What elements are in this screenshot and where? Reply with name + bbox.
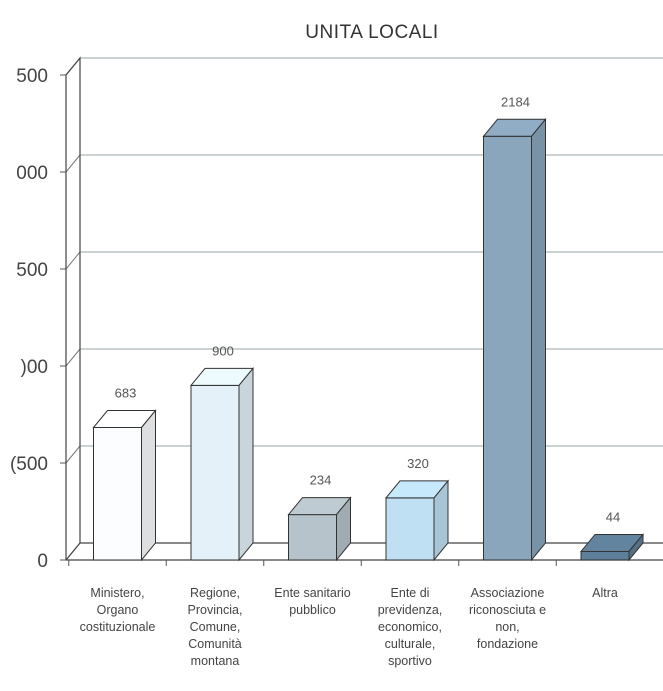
x-tick-label: Ente sanitario (274, 586, 350, 600)
chart-axes (60, 56, 663, 566)
x-tick-label: Provincia, (188, 603, 243, 617)
x-tick-label: pubblico (289, 603, 336, 617)
bar-side (336, 496, 351, 562)
x-tick-label: riconosciuta e (469, 603, 546, 617)
y-tick-connector (65, 445, 81, 464)
x-tick-label: economico, (378, 620, 442, 634)
bar-side (531, 117, 546, 562)
bar (384, 479, 450, 562)
x-tick-label: culturale, (385, 637, 436, 651)
y-tick-label: 500 (16, 260, 48, 281)
bar-side (628, 533, 644, 562)
y-tick-connector (65, 251, 81, 270)
y-tick-label: 000 (16, 163, 48, 184)
x-tick-label: Regione, (190, 586, 240, 600)
bar (287, 496, 352, 562)
chart-bars (92, 117, 645, 562)
x-tick-label: Comune, (190, 620, 241, 634)
bar (579, 533, 645, 562)
bar (482, 117, 547, 562)
x-tick-label: montana (191, 654, 240, 668)
chart-title: UNITA LOCALI (305, 22, 438, 43)
chart-grid (80, 57, 663, 447)
bar-front (93, 426, 142, 561)
x-tick-label: Altra (592, 586, 618, 600)
x-tick-label: sportivo (388, 654, 432, 668)
data-label: 2184 (501, 94, 530, 109)
x-tick-label: Comunità (188, 637, 242, 651)
bar-front (288, 514, 337, 561)
x-tick-label: Ente di (391, 586, 430, 600)
bar (189, 367, 255, 562)
bar-front (190, 384, 240, 561)
bar-front (385, 497, 435, 561)
y-tick-connector (65, 348, 81, 367)
data-label: 44 (606, 509, 620, 524)
bar-side (433, 479, 449, 562)
bar-front (580, 550, 630, 561)
bar-side (238, 367, 254, 562)
y-tick-label: 500 (16, 66, 48, 87)
x-tick-label: Ministero, (90, 586, 144, 600)
x-axis (65, 542, 663, 561)
y-tick-label: )00 (21, 357, 48, 378)
y-axis (65, 56, 81, 560)
data-label: 683 (115, 385, 137, 400)
x-tick-label: Organo (97, 603, 139, 617)
x-tick-label: costituzionale (80, 620, 156, 634)
x-tick-label: previdenza, (378, 603, 443, 617)
y-tick-connector (65, 154, 81, 173)
y-tick-label: (500 (10, 454, 48, 475)
x-tick-label: fondazione (477, 637, 538, 651)
data-label: 320 (407, 456, 429, 471)
bar-front (483, 135, 532, 561)
chart-labels: 0 (500 )00 500 000 500 683 Ministero, Organo cost… (10, 66, 620, 668)
bar-side (141, 409, 156, 562)
data-label: 234 (310, 473, 332, 488)
bar (92, 409, 157, 562)
data-label: 900 (212, 343, 234, 358)
x-tick-label: Associazione (471, 586, 545, 600)
y-tick-label: 0 (37, 551, 48, 572)
x-tick-label: non, (495, 620, 519, 634)
